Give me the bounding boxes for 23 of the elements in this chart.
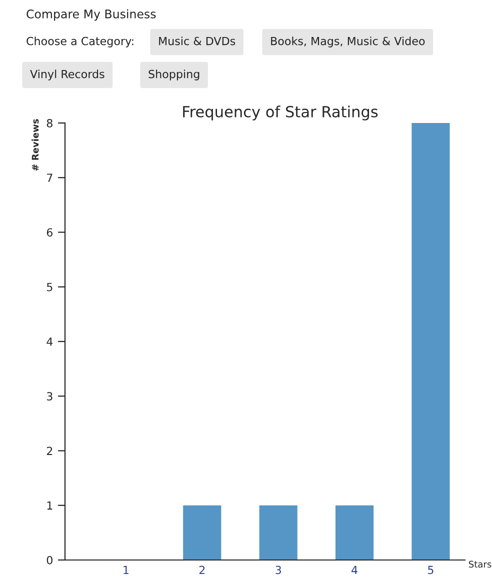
y-tick-label: 6	[46, 228, 52, 237]
x-tick-label: 2	[199, 566, 205, 574]
y-tick-label: 2	[46, 446, 52, 455]
y-tick-label: 5	[46, 282, 52, 292]
y-tick-label: 0	[46, 556, 52, 564]
y-tick-label: 1	[47, 501, 52, 510]
x-axis-title: Stars	[468, 560, 492, 568]
y-tick-label: 4	[46, 338, 53, 346]
x-tick-label: 4	[352, 566, 358, 574]
text: Compare My Business	[26, 9, 156, 21]
chart-title: Frequency of Star Ratings	[183, 106, 378, 120]
text: Choose a Category:	[26, 36, 134, 48]
y-tick-label: 8	[46, 118, 52, 128]
text: Vinyl Records	[30, 70, 104, 80]
y-tick-label: 3	[46, 392, 52, 401]
text: Music & DVDs	[159, 36, 236, 46]
text: Shopping	[148, 70, 200, 80]
x-tick-label: 3	[276, 566, 281, 574]
x-tick-label: 5	[428, 566, 434, 574]
y-axis-title: # Reviews	[32, 119, 39, 171]
text: Books, Mags, Music & Video	[271, 36, 425, 48]
x-tick-label: 1	[124, 566, 128, 574]
y-tick-label: 7	[47, 174, 52, 182]
